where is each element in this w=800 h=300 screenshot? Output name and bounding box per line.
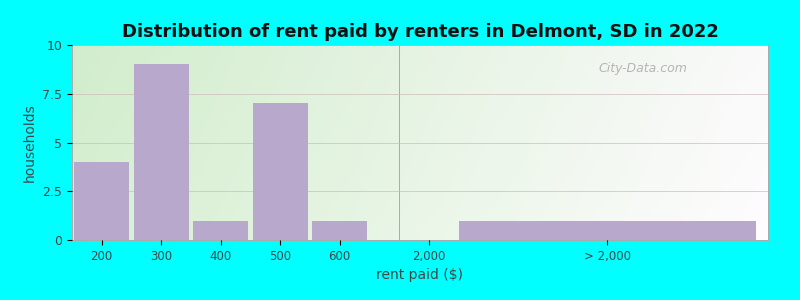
Bar — [458, 220, 756, 240]
Y-axis label: households: households — [22, 103, 37, 182]
X-axis label: rent paid ($): rent paid ($) — [377, 268, 463, 282]
Bar — [312, 220, 367, 240]
Bar — [194, 220, 248, 240]
Bar — [74, 162, 129, 240]
Title: Distribution of rent paid by renters in Delmont, SD in 2022: Distribution of rent paid by renters in … — [122, 23, 718, 41]
Text: City-Data.com: City-Data.com — [598, 62, 687, 75]
Bar — [253, 103, 307, 240]
Bar — [134, 64, 189, 240]
